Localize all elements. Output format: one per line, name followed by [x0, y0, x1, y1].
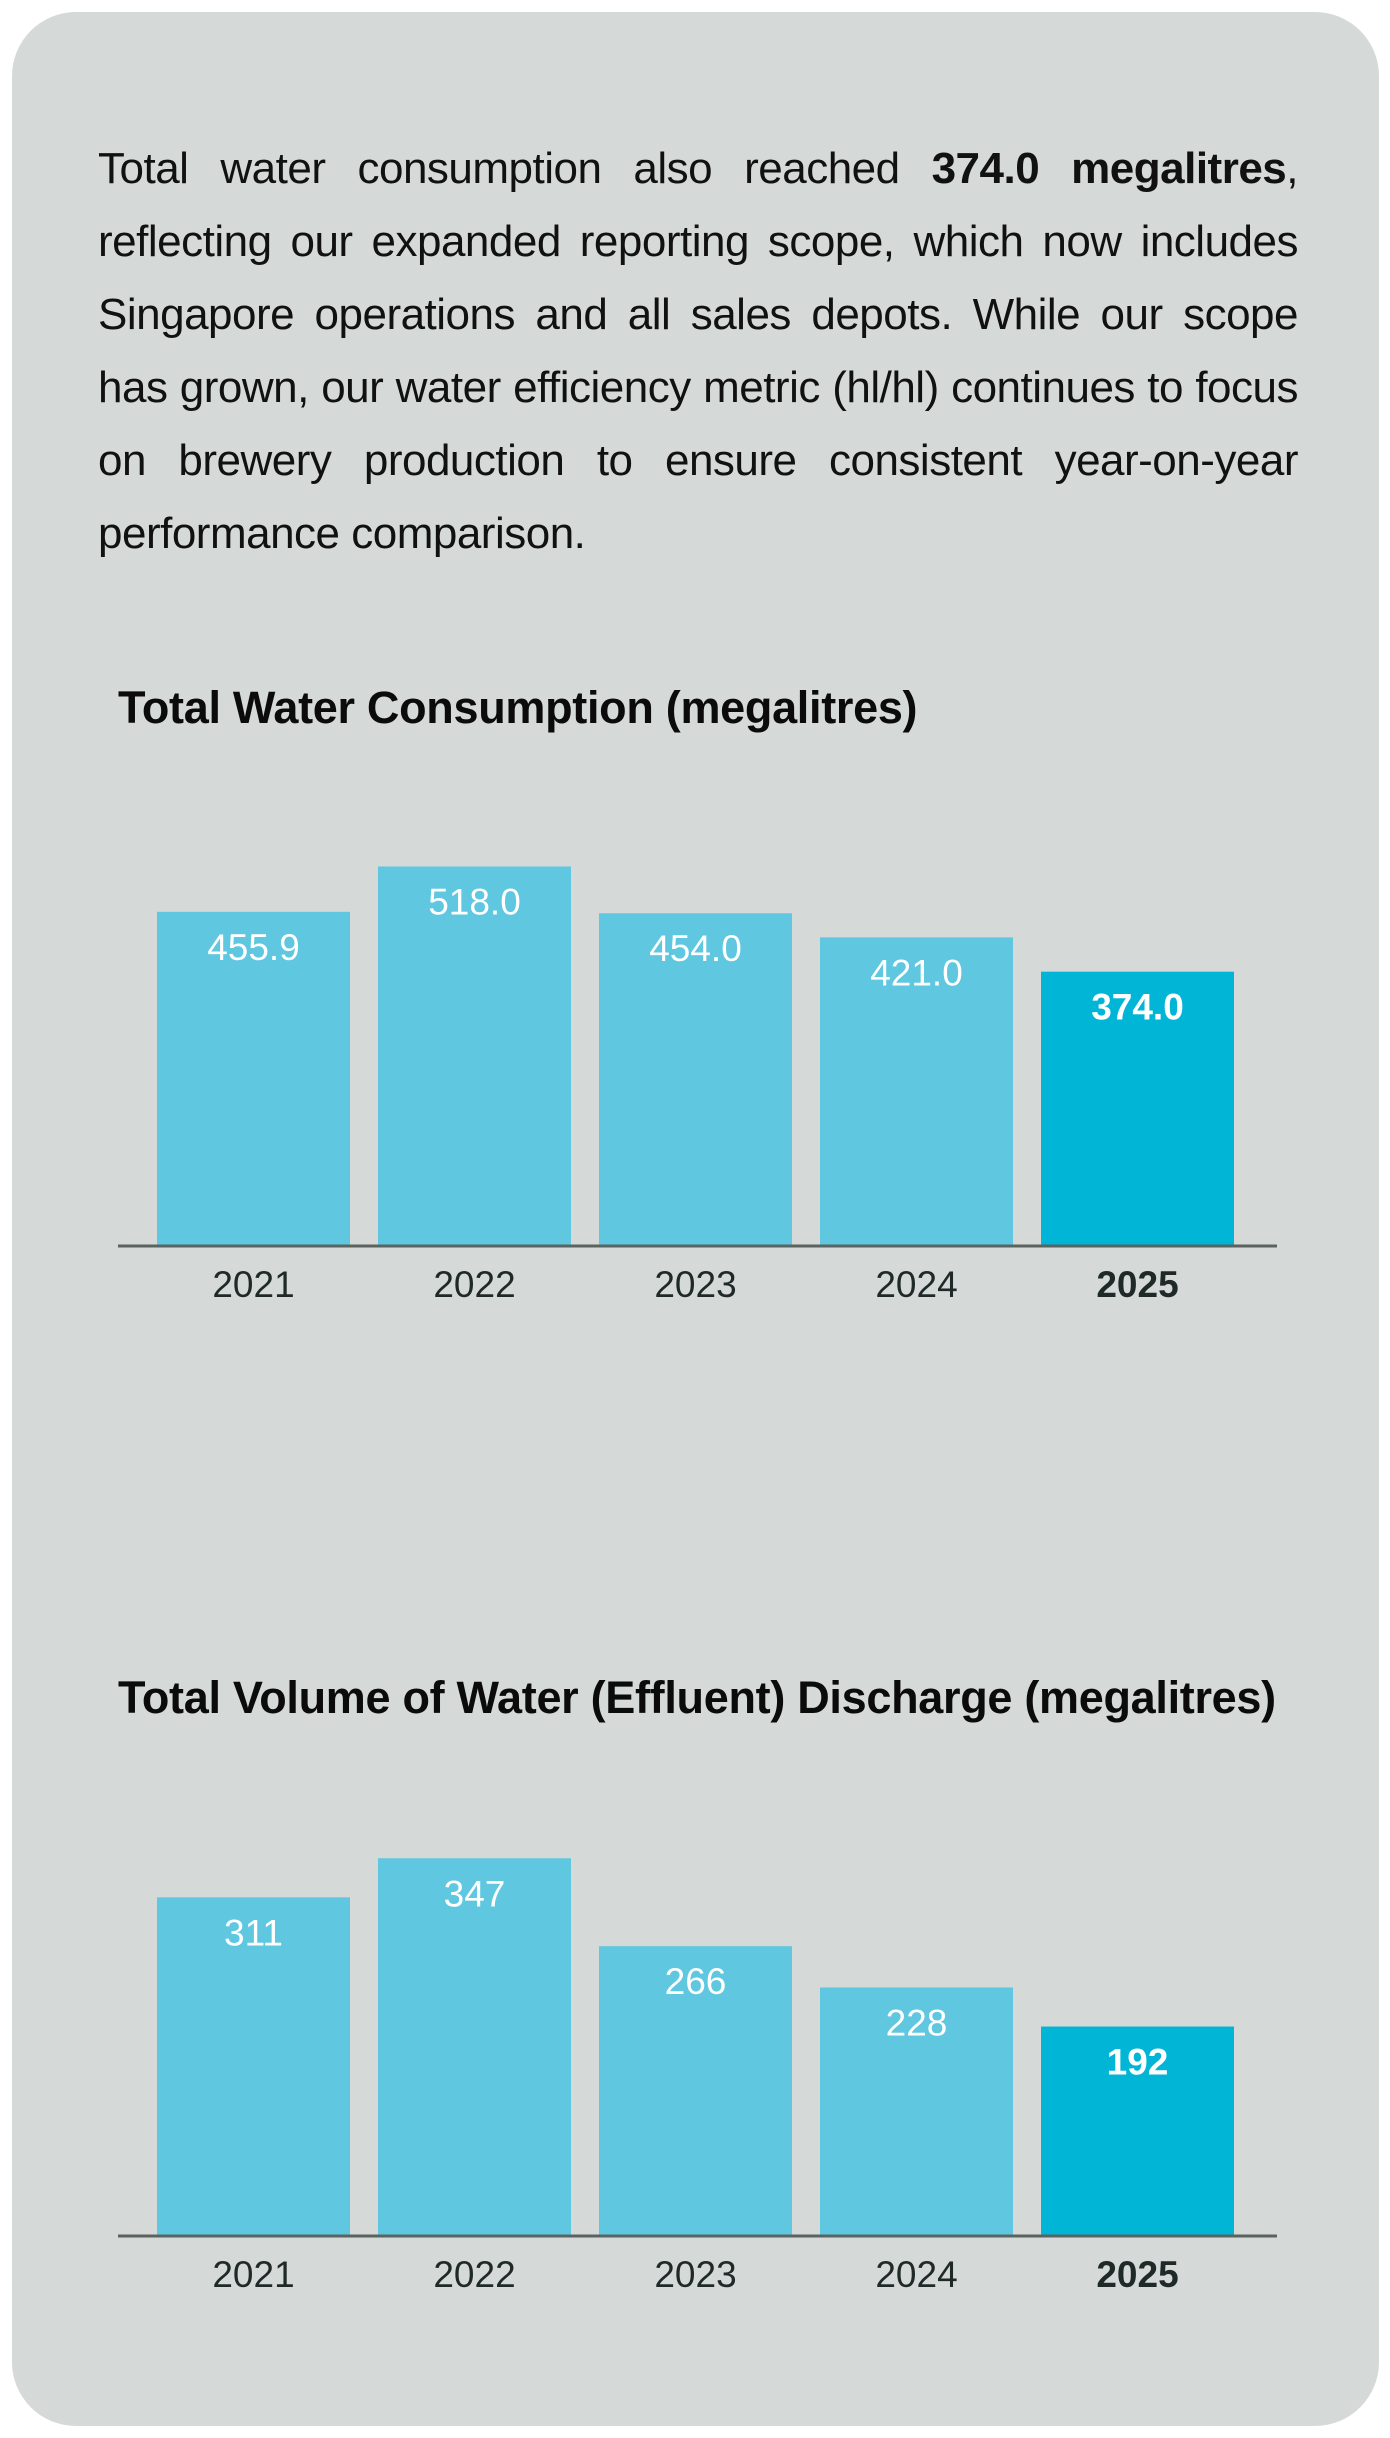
data-label-2022: 347 — [444, 1873, 506, 1914]
bar-2024 — [820, 937, 1013, 1245]
bar-2025 — [1041, 2026, 1234, 2235]
bar-2021 — [157, 911, 350, 1245]
data-label-2024: 421.0 — [870, 952, 963, 993]
bar-2022 — [378, 866, 571, 1245]
x-tick-2021: 2021 — [212, 2254, 294, 2295]
x-tick-2021: 2021 — [212, 1264, 294, 1305]
x-tick-2025: 2025 — [1096, 1264, 1178, 1305]
data-label-2024: 228 — [886, 2002, 948, 2043]
intro-paragraph: Total water consumption also reached 374… — [98, 132, 1299, 570]
intro-suffix: , reflecting our expanded reporting scop… — [98, 144, 1299, 558]
data-label-2021: 311 — [224, 1912, 283, 1953]
x-tick-2024: 2024 — [875, 2254, 957, 2295]
bar-2025 — [1041, 971, 1234, 1245]
data-label-2023: 266 — [665, 1961, 727, 2002]
bar-2021 — [157, 1897, 350, 2235]
data-label-2025: 374.0 — [1091, 987, 1184, 1028]
chart-title-discharge: Total Volume of Water (Effluent) Dischar… — [118, 1672, 1276, 1723]
x-tick-2023: 2023 — [654, 2254, 736, 2295]
x-tick-2025: 2025 — [1096, 2254, 1178, 2295]
data-label-2025: 192 — [1107, 2042, 1169, 2083]
x-tick-2023: 2023 — [654, 1264, 736, 1305]
bar-2024 — [820, 1987, 1013, 2235]
x-tick-2024: 2024 — [875, 1264, 957, 1305]
intro-highlight: 374.0 megalitres — [931, 144, 1287, 193]
chart-discharge: 311 2021 347 2022 266 2023 228 2024 192 2025 — [118, 1858, 1277, 2295]
chart-consumption: 455.9 2021 518.0 2022 454.0 2023 421.0 2024 374.… — [118, 866, 1277, 1305]
data-label-2023: 454.0 — [649, 928, 742, 969]
bar-2023 — [599, 913, 792, 1245]
x-tick-2022: 2022 — [433, 1264, 515, 1305]
chart-title-consumption: Total Water Consumption (megalitres) — [118, 682, 918, 733]
intro-prefix: Total water consumption also reached — [98, 144, 932, 193]
data-label-2022: 518.0 — [428, 881, 521, 922]
bar-2023 — [599, 1946, 792, 2235]
x-tick-2022: 2022 — [433, 2254, 515, 2295]
bar-2022 — [378, 1858, 571, 2235]
data-label-2021: 455.9 — [207, 927, 300, 968]
